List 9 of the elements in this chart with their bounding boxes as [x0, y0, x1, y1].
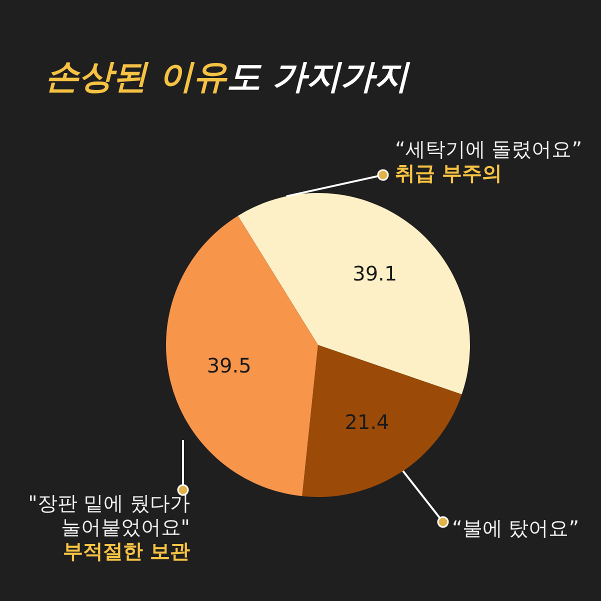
data-label: 39.5 [206, 353, 252, 378]
text: 취급 부주의 [395, 161, 502, 185]
slice-label: “불에 탔어요” [452, 516, 580, 540]
data-label: 39.1 [352, 262, 398, 286]
slice-label: "장판 밑에 뒀다가 눌어붙었어요" [28, 491, 190, 539]
text: 부적절한 보관 [63, 539, 190, 563]
chart-title: 손상된 이유도 가지가지 [45, 57, 411, 97]
slice-label: “세탁기에 돌렸어요” [395, 137, 582, 161]
data-label: 21.4 [344, 410, 390, 434]
